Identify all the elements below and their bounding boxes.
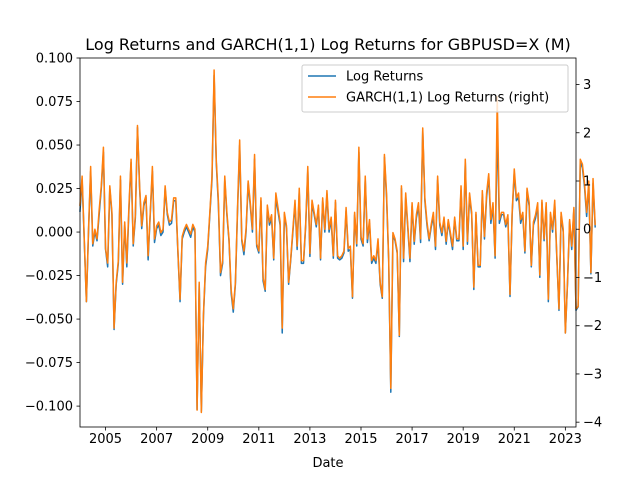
series-layer — [79, 69, 596, 414]
axes-frame — [79, 57, 577, 428]
x-tick-label: 2011 — [242, 432, 275, 447]
y-left-tick-label: −0.100 — [25, 400, 73, 415]
chart-title: Log Returns and GARCH(1,1) Log Returns f… — [85, 35, 570, 54]
y-right-tick-label: 3 — [583, 78, 591, 93]
legend: Log Returns GARCH(1,1) Log Returns (right… — [301, 64, 569, 113]
y-left-tick-label: 0.025 — [36, 182, 73, 197]
y-left-tick-label: 0.050 — [36, 139, 73, 154]
y-right-tick-label: 0 — [583, 223, 591, 238]
x-tick-label: 2017 — [396, 432, 429, 447]
axes-layer: 2005 2007 2009 2011 2013 2015 2017 2019 2021 2023… — [25, 52, 602, 448]
y-left-tick-label: 0.000 — [36, 226, 73, 241]
x-tick-label: 2021 — [498, 432, 531, 447]
y-right-tick-label: −2 — [583, 319, 602, 334]
y-left-tick-label: −0.025 — [25, 269, 73, 284]
x-axis-label: Date — [312, 456, 343, 471]
y-left-tick-label: 0.075 — [36, 95, 73, 110]
x-tick-label: 2023 — [549, 432, 582, 447]
x-tick-label: 2005 — [89, 432, 122, 447]
x-tick-label: 2019 — [447, 432, 480, 447]
y-right-tick-label: 1 — [583, 175, 591, 190]
y-left-tick-label: 0.100 — [36, 52, 73, 67]
legend-entry-label: GARCH(1,1) Log Returns (right) — [346, 91, 549, 106]
garch-log-returns-line — [79, 69, 596, 414]
x-tick-label: 2007 — [140, 432, 173, 447]
legend-box — [301, 64, 569, 113]
y-right-tick-label: −3 — [583, 367, 602, 382]
legend-entry-label: Log Returns — [346, 70, 423, 85]
x-tick-label: 2015 — [344, 432, 377, 447]
y-right-tick-label: 2 — [583, 126, 591, 141]
y-left-tick-label: −0.075 — [25, 356, 73, 371]
x-tick-label: 2013 — [293, 432, 326, 447]
y-left-tick-label: −0.050 — [25, 313, 73, 328]
y-right-tick-label: −4 — [583, 416, 602, 431]
x-tick-label: 2009 — [191, 432, 224, 447]
y-right-tick-label: −1 — [583, 271, 602, 286]
